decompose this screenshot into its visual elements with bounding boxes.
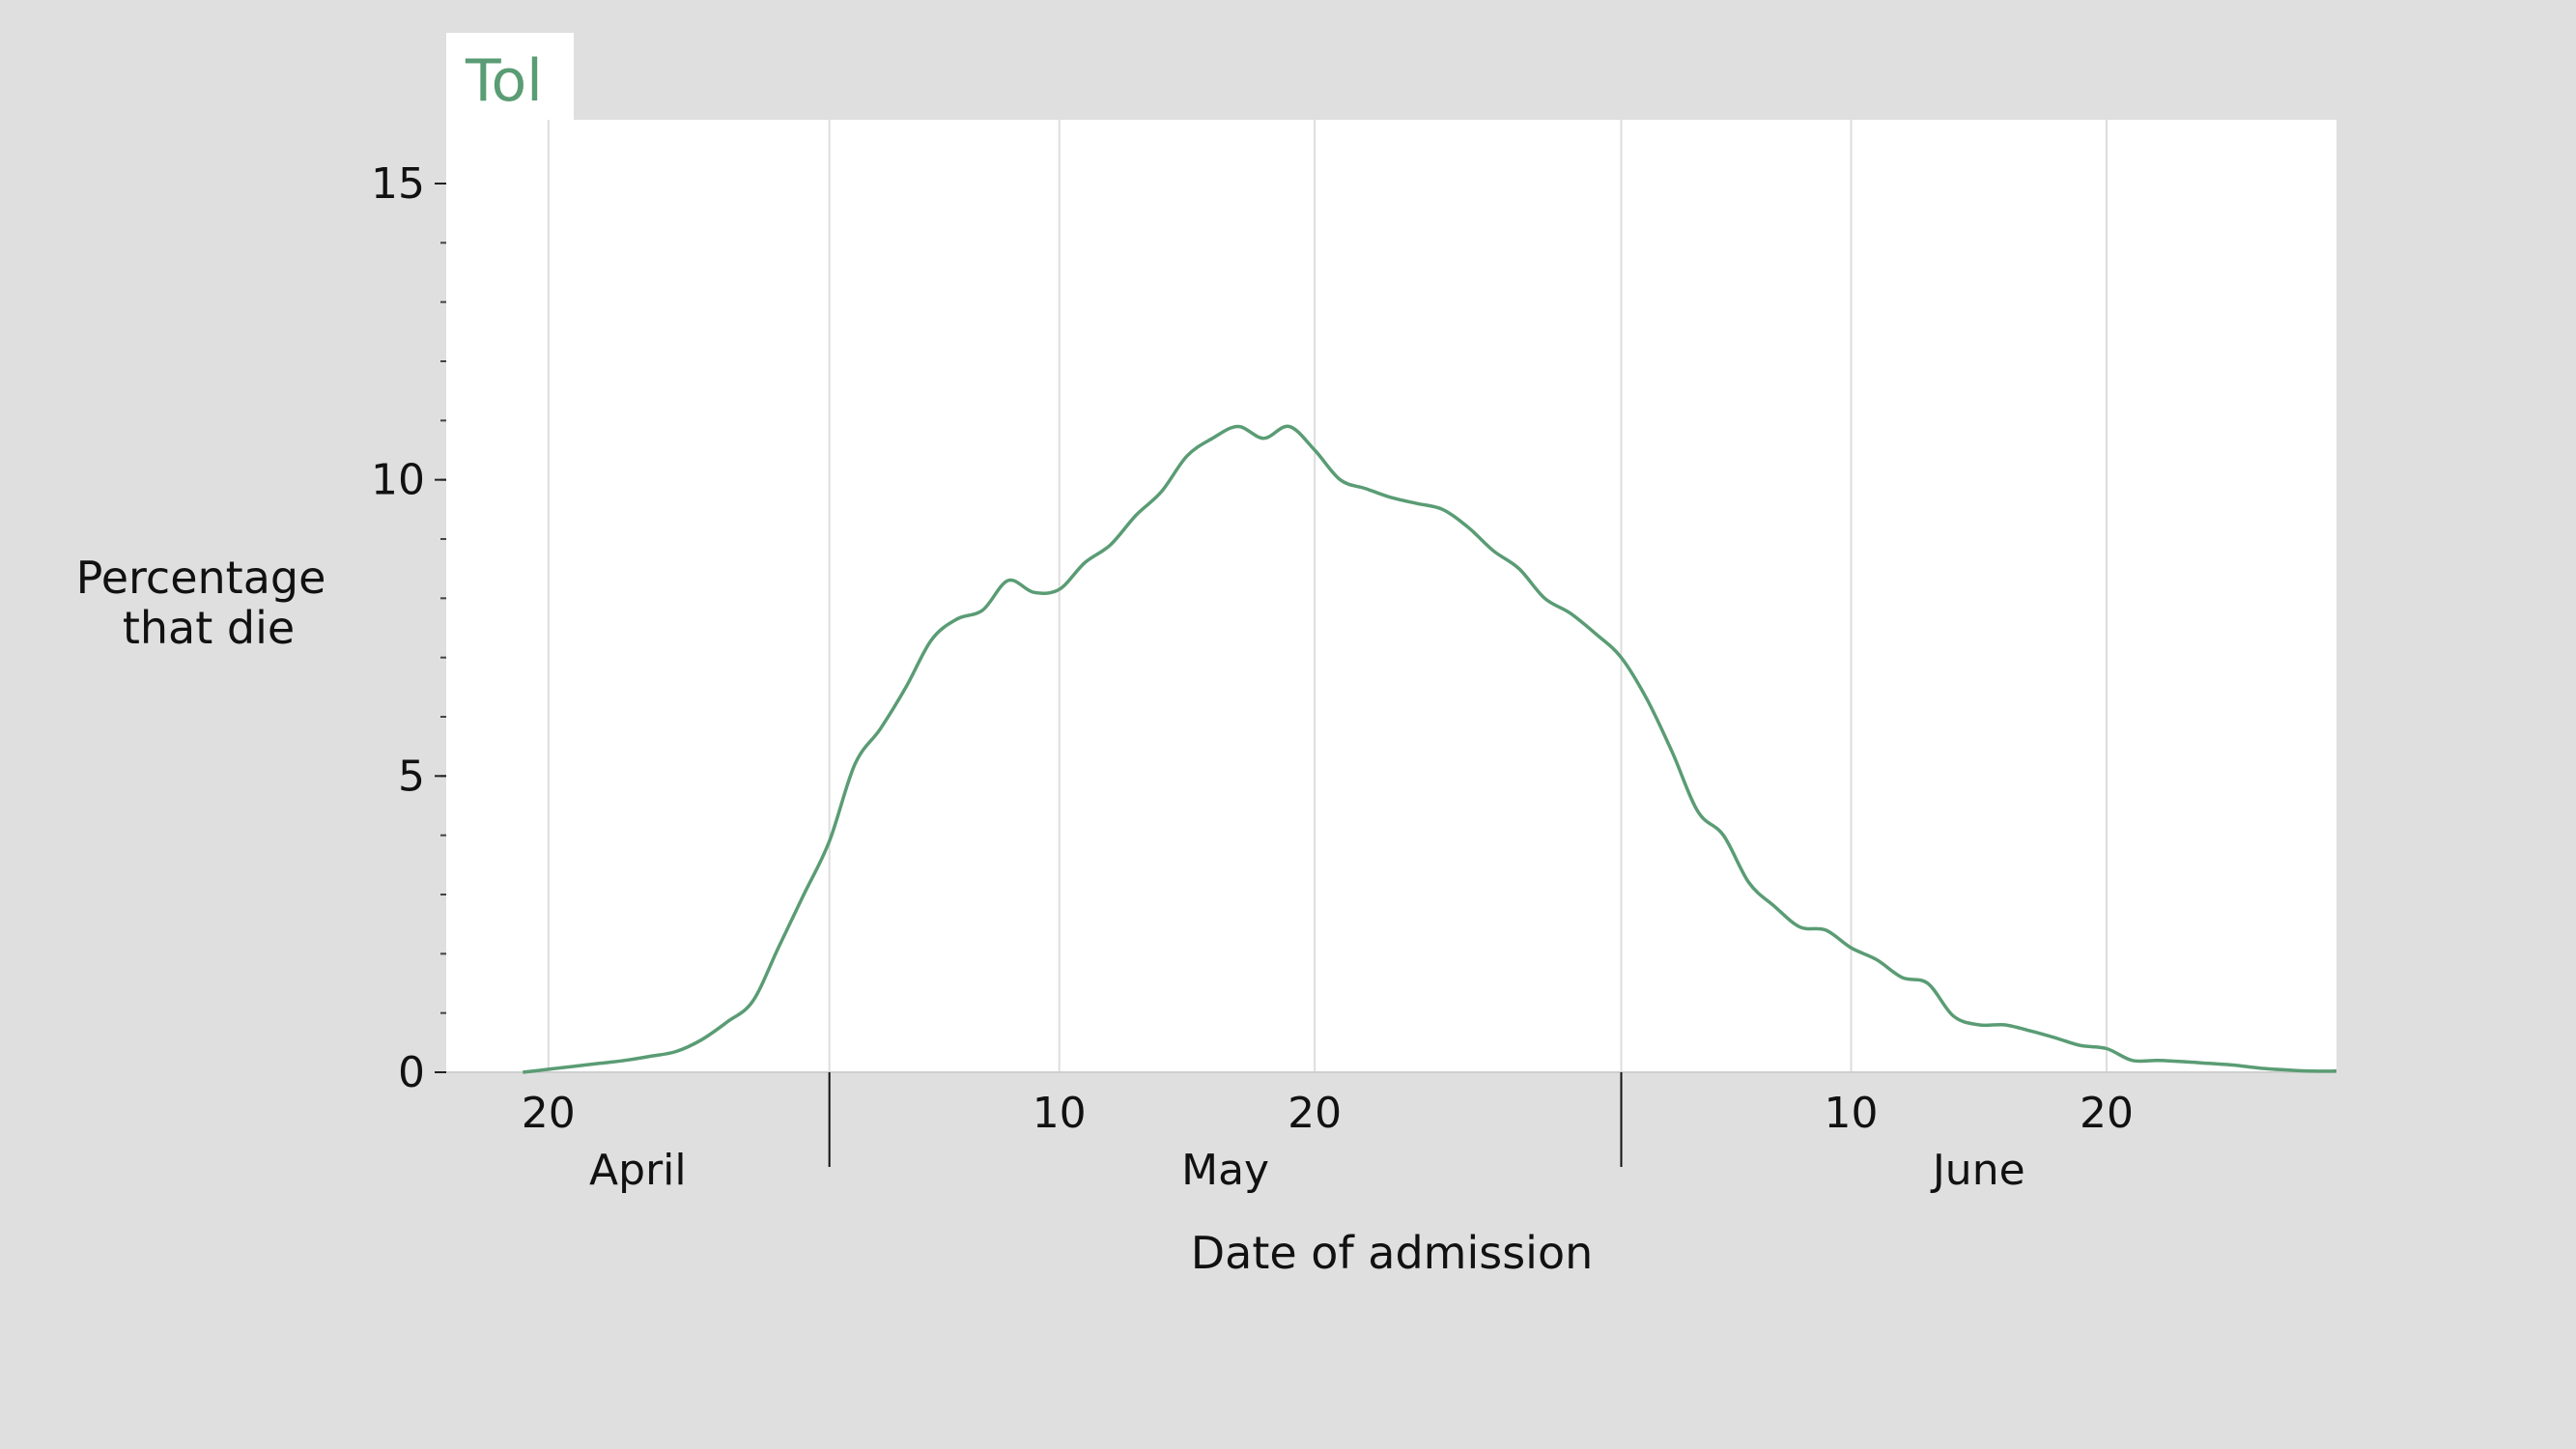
month-labels: April May June — [589, 1146, 2025, 1195]
series — [523, 424, 2337, 1074]
x-tick-label: 10 — [1033, 1089, 1087, 1138]
y-tick-label: 0 — [398, 1048, 425, 1097]
panel-label: Tol — [465, 47, 543, 115]
x-tick-label: 10 — [1825, 1089, 1879, 1138]
month-label-april: April — [589, 1146, 687, 1195]
y-tick-label: 5 — [398, 752, 425, 801]
x-tick-label: 20 — [522, 1089, 576, 1138]
month-label-june: June — [1930, 1146, 2025, 1195]
plot-area — [446, 120, 2336, 1072]
y-axis-ticks: 0 5 10 15 — [371, 159, 446, 1097]
vertical-gridlines — [547, 120, 2108, 1072]
panel-label-tab — [446, 33, 574, 122]
month-label-may: May — [1181, 1146, 1269, 1195]
y-tick-label: 15 — [371, 159, 425, 209]
y-axis-label-line-2: that die — [123, 602, 295, 654]
series-line-0 — [523, 424, 2337, 1074]
y-axis-label-line-1: Percentage — [76, 552, 326, 604]
x-tick-label: 20 — [1288, 1089, 1342, 1138]
x-axis-ticks: 20 10 20 10 20 — [522, 1072, 2134, 1167]
x-axis-label: Date of admission — [1191, 1227, 1594, 1279]
y-tick-label: 10 — [371, 456, 425, 505]
x-tick-label: 20 — [2080, 1089, 2134, 1138]
